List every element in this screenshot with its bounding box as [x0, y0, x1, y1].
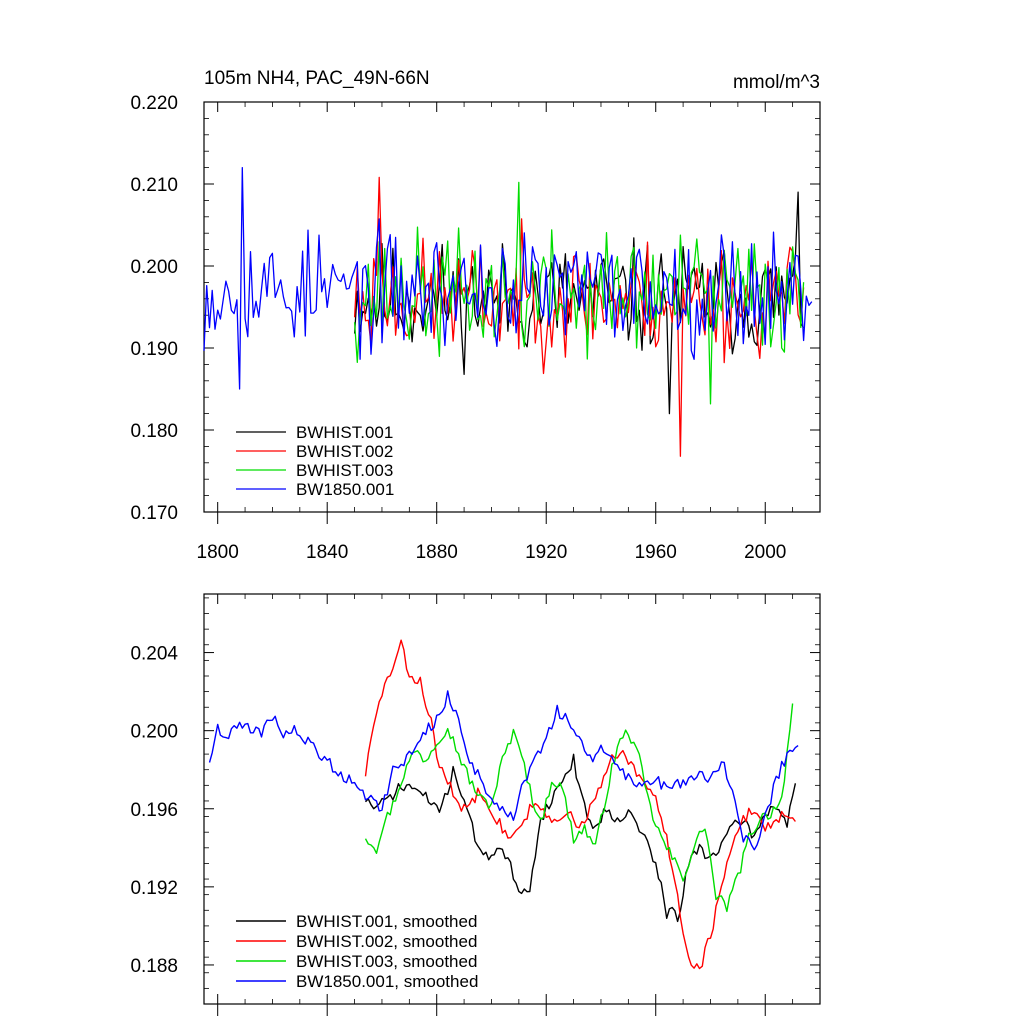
top-panel-units: mmol/m^3	[733, 72, 820, 93]
bottom-panel: 0.188 0.192 0.196 0.200 0.204 BWHIST.001, smo…	[130, 593, 821, 1016]
bottom-legend-label-2: BWHIST.003, smoothed	[296, 952, 477, 971]
top-legend-label-2: BWHIST.003	[296, 461, 393, 480]
bottom-y-tick-label: 0.196	[130, 800, 178, 821]
top-series-line-bwhist-003	[353, 181, 805, 405]
top-plot-frame	[203, 101, 821, 513]
top-panel-title: 105m NH4, PAC_49N-66N	[204, 68, 430, 89]
top-y-tick-label: 0.190	[130, 339, 178, 360]
bottom-series-line-bwhist-001-smoothed	[364, 753, 797, 923]
top-x-tick-label: 1840	[306, 542, 348, 563]
bottom-y-tick-label: 0.204	[130, 644, 178, 665]
top-y-tick-label: 0.210	[130, 175, 178, 196]
top-y-tick-label: 0.170	[130, 503, 178, 524]
top-series-line-bw1850-001	[203, 166, 813, 390]
top-x-tick-label: 1960	[635, 542, 677, 563]
top-x-tick-label: 1880	[416, 542, 458, 563]
top-y-tick-label: 0.220	[130, 93, 178, 114]
top-y-tick-label: 0.180	[130, 421, 178, 442]
top-legend-label-0: BWHIST.001	[296, 423, 393, 442]
top-x-tick-label: 1800	[197, 542, 239, 563]
top-legend-label-1: BWHIST.002	[296, 442, 393, 461]
bottom-y-tick-label: 0.192	[130, 878, 178, 899]
bottom-legend-label-0: BWHIST.001, smoothed	[296, 912, 477, 931]
bottom-legend-label-3: BW1850.001, smoothed	[296, 972, 478, 991]
bottom-y-tick-label: 0.200	[130, 722, 178, 743]
top-panel: 105m NH4, PAC_49N-66N mmol/m^3 0.170 0.18…	[130, 68, 821, 563]
top-y-tick-label: 0.200	[130, 257, 178, 278]
top-x-tick-label: 2000	[744, 542, 786, 563]
bottom-series-line-bwhist-003-smoothed	[364, 703, 794, 913]
bottom-series-line-bwhist-002-smoothed	[364, 639, 796, 970]
bottom-plot-frame	[203, 593, 821, 1005]
bottom-series-line-bw1850-001-smoothed	[208, 690, 799, 851]
bottom-y-tick-label: 0.188	[130, 956, 178, 977]
bottom-legend-label-1: BWHIST.002, smoothed	[296, 932, 477, 951]
top-legend-label-3: BW1850.001	[296, 480, 394, 499]
top-x-tick-label: 1920	[525, 542, 567, 563]
